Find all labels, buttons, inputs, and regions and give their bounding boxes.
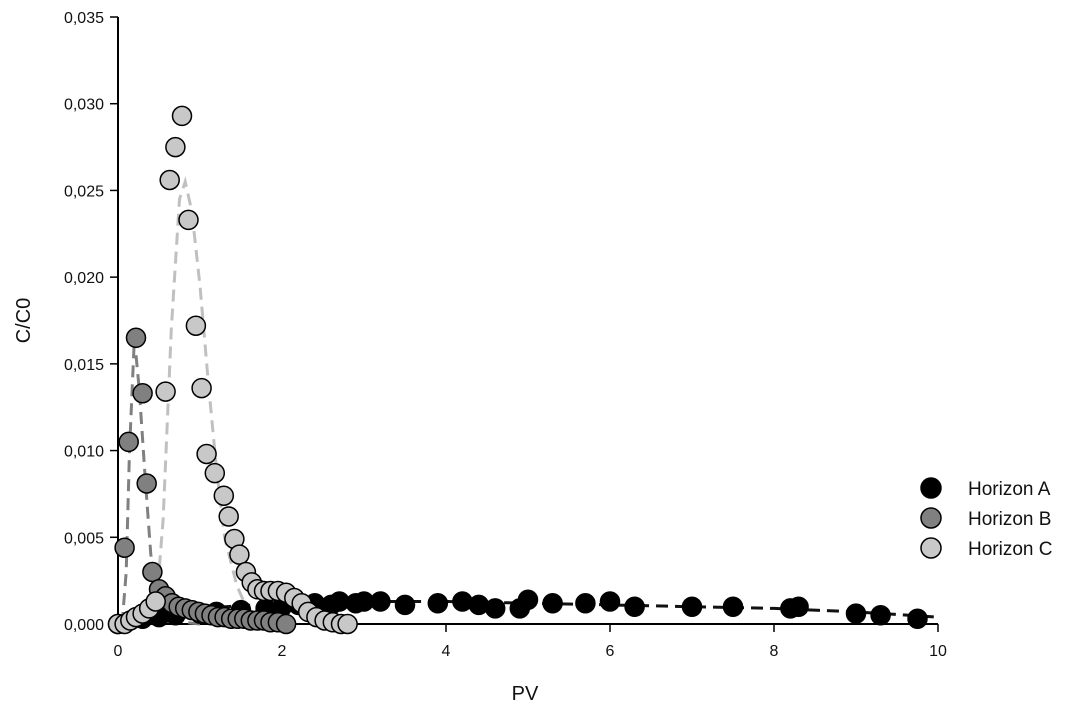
- data-point: [681, 596, 703, 617]
- data-point: [722, 596, 744, 617]
- data-point: [155, 381, 176, 402]
- data-point: [178, 209, 199, 231]
- y-tick-label: 0,005: [64, 530, 104, 547]
- legend-marker: [920, 537, 942, 559]
- data-point: [185, 315, 207, 336]
- data-point: [125, 327, 147, 349]
- data-point: [118, 431, 139, 453]
- data-point: [165, 136, 186, 158]
- x-axis-title: PV: [512, 683, 539, 705]
- x-tick-label: 0: [114, 643, 123, 660]
- data-point: [337, 613, 358, 635]
- legend-label: Horizon B: [968, 509, 1051, 530]
- x-tick-label: 2: [278, 643, 287, 660]
- y-tick-label: 0,020: [64, 270, 104, 287]
- legend-item-horizon-b: Horizon B: [920, 507, 1051, 530]
- y-tick-label: 0,025: [64, 183, 104, 200]
- data-point: [845, 603, 867, 624]
- legend-marker: [920, 477, 942, 499]
- x-tick-label: 6: [606, 643, 615, 660]
- data-point: [136, 473, 157, 494]
- fit-curve-horizon-c: [153, 176, 283, 626]
- y-tick-label: 0,015: [64, 357, 104, 374]
- data-point: [624, 596, 645, 617]
- y-tick-label: 0,000: [64, 617, 104, 634]
- data-point: [788, 596, 809, 617]
- data-point: [870, 605, 891, 626]
- data-point: [517, 589, 539, 610]
- series-horizon-c: [107, 105, 358, 635]
- x-tick-label: 4: [442, 643, 451, 660]
- x-tick-label: 10: [929, 643, 947, 660]
- legend-label: Horizon A: [968, 479, 1051, 500]
- x-tick-label: 8: [770, 643, 779, 660]
- data-point: [427, 592, 449, 614]
- y-tick-label: 0,010: [64, 444, 104, 461]
- legend-item-horizon-c: Horizon C: [920, 537, 1052, 560]
- data-point: [599, 591, 621, 612]
- data-point: [218, 506, 239, 527]
- y-axis-title: C/C0: [13, 298, 35, 344]
- data-point: [204, 462, 226, 484]
- legend-item-horizon-a: Horizon A: [920, 477, 1051, 500]
- legend-marker: [920, 507, 942, 529]
- data-point: [142, 561, 163, 583]
- data-point: [484, 598, 506, 619]
- data-point: [394, 594, 416, 616]
- y-tick-label: 0,035: [64, 10, 104, 27]
- data-point: [171, 105, 193, 127]
- legend-label: Horizon C: [968, 539, 1052, 560]
- data-point: [542, 592, 563, 614]
- data-point: [114, 537, 135, 558]
- legend: Horizon A Horizon B Horizon C: [920, 477, 1052, 560]
- data-point: [370, 591, 391, 612]
- data-point: [213, 485, 235, 506]
- data-point: [575, 592, 596, 614]
- data-point: [145, 591, 166, 612]
- data-point: [191, 377, 212, 399]
- data-point: [196, 443, 217, 465]
- data-point: [159, 169, 180, 191]
- data-point: [229, 544, 250, 565]
- data-points: [107, 105, 928, 635]
- y-tick-label: 0,030: [64, 97, 104, 114]
- data-point: [132, 383, 153, 404]
- data-point: [907, 608, 928, 630]
- data-point: [275, 613, 297, 635]
- data-point: [452, 591, 473, 612]
